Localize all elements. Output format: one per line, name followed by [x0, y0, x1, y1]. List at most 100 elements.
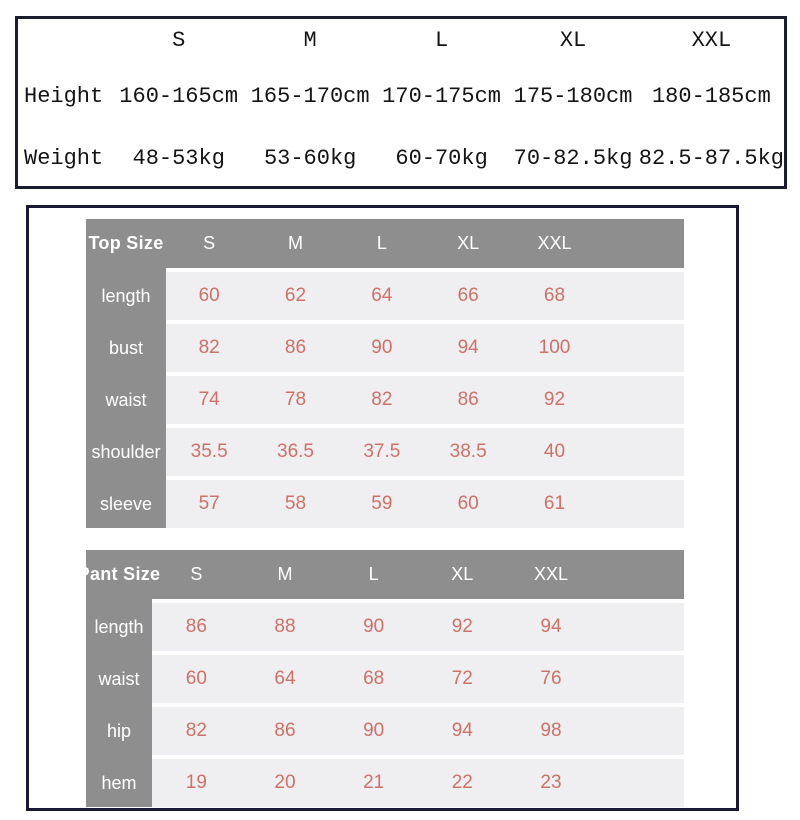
empty-cell: [595, 707, 684, 755]
measurement-value: 64: [338, 272, 425, 320]
measurement-value: 37.5: [338, 428, 425, 476]
empty-cell: [597, 428, 684, 476]
measurement-value: 57: [166, 480, 253, 528]
measurement-value: 36.5: [252, 428, 339, 476]
empty-col-header: [595, 550, 684, 599]
measurement-value: 90: [329, 603, 418, 651]
measurement-value: 82: [166, 324, 253, 372]
row-label: waist: [105, 389, 147, 410]
measurement-value: 90: [338, 324, 425, 372]
size-col-header: M: [277, 564, 293, 584]
measurement-value: 60: [152, 655, 241, 703]
table-row: waist 60 64 68 72 76: [86, 655, 684, 703]
measurement-value: 78: [252, 376, 339, 424]
measurement-value: 68: [329, 655, 418, 703]
measurement-value: 59: [338, 480, 425, 528]
top-size-table: Top Size S M L XL XXL length 60 62 64 66 68 bust 82 86…: [86, 219, 684, 528]
size-col-header: S: [203, 233, 216, 253]
measurement-value: 74: [166, 376, 253, 424]
measurement-value: 180-185cm: [651, 83, 771, 109]
size-col-header: XXL: [537, 233, 572, 253]
size-col-header: XL: [451, 564, 474, 584]
measurement-value: 60: [166, 272, 253, 320]
row-label: sleeve: [99, 493, 153, 514]
measurement-value: 68: [511, 272, 598, 320]
measurement-value: 170-175cm: [382, 83, 501, 109]
row-label: bust: [108, 337, 144, 358]
measurement-value: 40: [511, 428, 598, 476]
pant-size-table: Pant Size S M L XL XXL length 86 88 90 92 94 waist 60…: [77, 550, 684, 807]
size-col-header: S: [190, 564, 203, 584]
table-row: length 60 62 64 66 68: [86, 272, 684, 320]
size-col-header: M: [303, 28, 317, 53]
size-col-header: L: [434, 28, 449, 53]
table-row: hem 19 20 21 22 23: [86, 759, 684, 807]
size-col-header: M: [287, 233, 303, 253]
measurement-value: 61: [511, 480, 598, 528]
row-label: shoulder: [91, 441, 161, 462]
measurement-value: 86: [152, 603, 241, 651]
row-label: Weight: [24, 145, 104, 171]
size-col-header: XXL: [691, 28, 732, 53]
measurement-value: 35.5: [166, 428, 253, 476]
size-col-header: XXL: [533, 564, 568, 584]
empty-cell: [597, 324, 684, 372]
corner-cell: [18, 19, 113, 62]
measurement-value: 60-70kg: [395, 145, 488, 171]
measurement-value: 165-170cm: [250, 83, 370, 109]
empty-cell: [595, 603, 684, 651]
measurement-value: 94: [424, 324, 512, 372]
measurement-value: 38.5: [424, 428, 512, 476]
table-row: hip 82 86 90 94 98: [86, 707, 684, 755]
table-header-row: Pant Size S M L XL XXL: [77, 550, 684, 599]
empty-cell: [597, 376, 684, 424]
measurement-value: 48-53kg: [132, 145, 225, 171]
measurement-value: 64: [240, 655, 330, 703]
table-title: Pant Size: [77, 564, 161, 584]
measurement-value: 60: [424, 480, 512, 528]
measurement-value: 100: [511, 324, 598, 372]
row-label: length: [94, 616, 144, 637]
size-chart-border-box: Top Size S M L XL XXL length 60 62 64 66 68 bust 82 86…: [26, 205, 739, 811]
size-col-header: L: [376, 233, 387, 253]
measurement-value: 72: [417, 655, 507, 703]
measurement-value: 82: [338, 376, 425, 424]
size-col-header: L: [368, 564, 379, 584]
empty-cell: [597, 480, 684, 528]
size-col-header: S: [172, 28, 186, 53]
measurement-value: 62: [252, 272, 339, 320]
table-row: shoulder 35.5 36.5 37.5 38.5 40: [86, 428, 684, 476]
measurement-value: 20: [240, 759, 330, 807]
measurement-value: 94: [417, 707, 507, 755]
measurement-value: 21: [329, 759, 418, 807]
empty-cell: [595, 655, 684, 703]
measurement-value: 22: [417, 759, 507, 807]
measurement-value: 53-60kg: [263, 145, 357, 171]
measurement-value: 23: [506, 759, 596, 807]
row-label: waist: [98, 668, 140, 689]
row-label: hem: [101, 772, 137, 793]
measurement-value: 86: [252, 324, 339, 372]
measurement-value: 82: [152, 707, 241, 755]
measurement-value: 86: [240, 707, 330, 755]
height-weight-table: S M L XL XXL Height 160-165cm 165-170cm 170-175c…: [15, 16, 787, 189]
measurement-value: 19: [152, 759, 241, 807]
table-title: Top Size: [88, 233, 164, 253]
size-col-header: XL: [457, 233, 480, 253]
measurement-value: 175-180cm: [513, 83, 633, 109]
measurement-value: 66: [424, 272, 512, 320]
measurement-value: 94: [506, 603, 596, 651]
measurement-value: 86: [424, 376, 512, 424]
row-label: hip: [106, 720, 132, 741]
size-col-header: XL: [559, 28, 587, 53]
measurement-value: 76: [506, 655, 596, 703]
row-label: Height: [24, 83, 104, 109]
measurement-value: 90: [329, 707, 418, 755]
measurement-value: 92: [417, 603, 507, 651]
measurement-value: 58: [252, 480, 339, 528]
table-row: bust 82 86 90 94 100: [86, 324, 684, 372]
measurement-value: 92: [511, 376, 598, 424]
table-row: waist 74 78 82 86 92: [86, 376, 684, 424]
empty-cell: [595, 759, 684, 807]
measurement-value: 98: [506, 707, 596, 755]
